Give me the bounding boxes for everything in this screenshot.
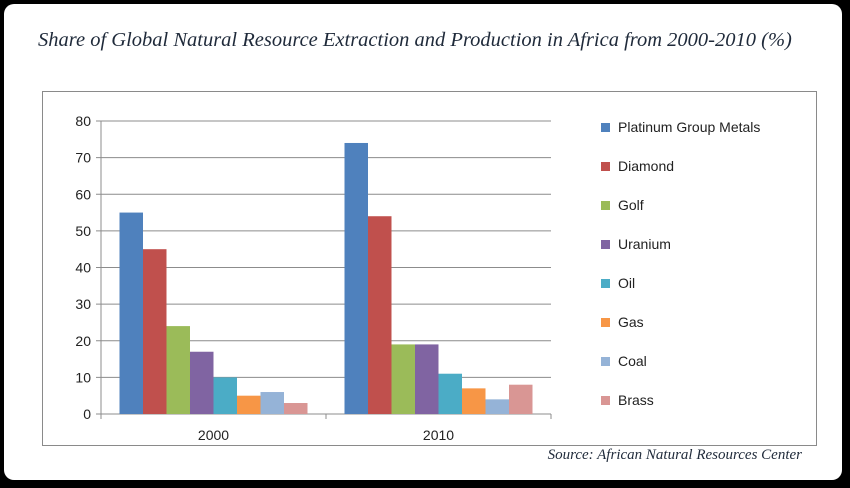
bar xyxy=(260,392,284,414)
bar xyxy=(119,212,143,414)
bar xyxy=(438,373,462,414)
y-tick-label: 60 xyxy=(75,186,91,202)
bar xyxy=(509,384,533,414)
y-tick-label: 50 xyxy=(75,223,91,239)
bar xyxy=(237,395,261,414)
y-tick-label: 30 xyxy=(75,296,91,312)
bar xyxy=(462,388,486,414)
legend-swatch xyxy=(601,279,610,288)
bar xyxy=(415,344,439,414)
legend-label: Golf xyxy=(618,197,644,213)
bar xyxy=(368,216,392,414)
legend-swatch xyxy=(601,162,610,171)
legend-swatch xyxy=(601,318,610,327)
bar-chart: 0 10 20 30 40 50 60 70 80 2000 2010 Platinum Group … xyxy=(75,113,760,443)
legend-swatch xyxy=(601,201,610,210)
legend-label: Gas xyxy=(618,314,644,330)
chart-area: 0 10 20 30 40 50 60 70 80 2000 2010 Platinum Group … xyxy=(42,91,817,446)
bar xyxy=(143,249,167,414)
chart-title: Share of Global Natural Resource Extract… xyxy=(38,29,792,51)
bar xyxy=(485,399,509,414)
bar xyxy=(190,351,214,414)
source-note: Source: African Natural Resources Center xyxy=(547,447,802,463)
legend-label: Coal xyxy=(618,353,647,369)
chart-frame: Share of Global Natural Resource Extract… xyxy=(4,4,842,480)
y-tick-label: 70 xyxy=(75,150,91,166)
legend-label: Uranium xyxy=(618,236,671,252)
legend-label: Brass xyxy=(618,392,654,408)
bar xyxy=(344,142,368,414)
legend-label: Oil xyxy=(618,275,635,291)
legend-swatch xyxy=(601,240,610,249)
y-tick-label: 40 xyxy=(75,260,91,276)
bar xyxy=(391,344,415,414)
bar xyxy=(166,326,190,414)
bar xyxy=(213,377,237,414)
legend-swatch xyxy=(601,396,610,405)
x-tick-label: 2000 xyxy=(198,427,229,443)
legend-label: Diamond xyxy=(618,158,674,174)
y-tick-label: 0 xyxy=(83,406,91,422)
y-tick-label: 10 xyxy=(75,369,91,385)
legend-label: Platinum Group Metals xyxy=(618,119,760,135)
y-tick-label: 20 xyxy=(75,333,91,349)
y-tick-label: 80 xyxy=(75,113,91,129)
bar xyxy=(284,403,308,414)
x-tick-label: 2010 xyxy=(423,427,454,443)
legend-swatch xyxy=(601,123,610,132)
legend-swatch xyxy=(601,357,610,366)
